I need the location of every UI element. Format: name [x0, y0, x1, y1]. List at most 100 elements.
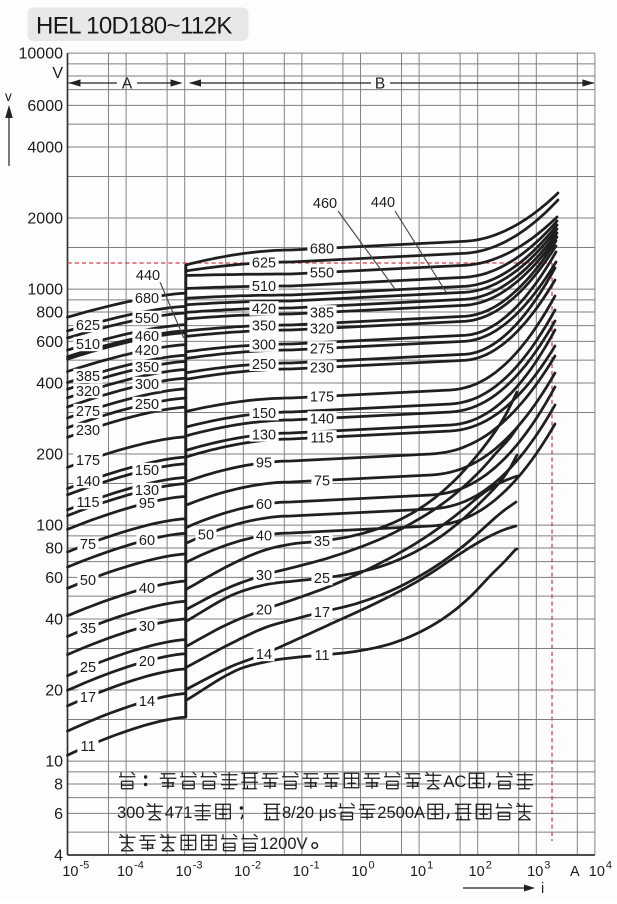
svg-text:140: 140: [76, 474, 100, 490]
svg-text:250: 250: [135, 397, 159, 413]
svg-text:20: 20: [256, 603, 272, 619]
svg-text:10: 10: [62, 864, 78, 880]
svg-text:300: 300: [135, 377, 159, 393]
svg-text:440: 440: [371, 195, 395, 211]
svg-text:25: 25: [80, 660, 96, 676]
svg-text:8/20 μs: 8/20 μs: [282, 804, 336, 822]
svg-text:460: 460: [313, 196, 337, 212]
svg-text:150: 150: [252, 406, 276, 422]
svg-text:-3: -3: [193, 860, 203, 872]
svg-text:10: 10: [176, 864, 192, 880]
svg-text:4000: 4000: [27, 140, 63, 157]
svg-text:1200V: 1200V: [260, 835, 308, 853]
svg-text:-5: -5: [80, 860, 90, 872]
svg-text:10: 10: [410, 864, 426, 880]
svg-text:0: 0: [369, 860, 375, 872]
svg-text:10: 10: [117, 864, 133, 880]
svg-text:625: 625: [252, 256, 276, 272]
svg-text:510: 510: [252, 279, 276, 295]
svg-text:550: 550: [310, 265, 334, 281]
svg-text:550: 550: [135, 311, 159, 327]
svg-text:17: 17: [314, 605, 330, 621]
svg-text:10: 10: [45, 754, 63, 771]
svg-text:20: 20: [45, 683, 63, 700]
svg-text:440: 440: [136, 268, 160, 284]
svg-text:8: 8: [54, 777, 63, 794]
svg-text:115: 115: [310, 430, 333, 446]
svg-text:17: 17: [80, 690, 96, 706]
svg-text:60: 60: [45, 570, 63, 587]
svg-text:10: 10: [469, 864, 485, 880]
svg-text:95: 95: [139, 496, 155, 512]
svg-text:350: 350: [135, 360, 159, 376]
svg-text:v: v: [5, 89, 12, 104]
svg-text:100: 100: [36, 518, 63, 535]
svg-text:40: 40: [139, 581, 155, 597]
svg-text:40: 40: [45, 612, 63, 629]
svg-text:A: A: [122, 76, 133, 93]
svg-text:10: 10: [234, 864, 250, 880]
svg-text:230: 230: [76, 423, 100, 439]
svg-text:30: 30: [139, 619, 155, 635]
svg-text:600: 600: [36, 334, 63, 351]
svg-text:230: 230: [310, 360, 334, 376]
svg-text:A: A: [570, 864, 580, 880]
svg-text:175: 175: [310, 389, 334, 405]
svg-text:300: 300: [252, 338, 276, 354]
svg-text:40: 40: [256, 528, 272, 544]
svg-text:95: 95: [256, 456, 272, 472]
svg-text:10: 10: [589, 864, 605, 880]
svg-text:35: 35: [80, 621, 96, 637]
svg-text:140: 140: [310, 411, 334, 427]
svg-text:175: 175: [76, 453, 100, 469]
svg-text:625: 625: [76, 318, 100, 334]
svg-text:14: 14: [139, 694, 155, 710]
svg-text:150: 150: [135, 463, 159, 479]
svg-text:-1: -1: [310, 860, 320, 872]
svg-text:320: 320: [76, 384, 100, 400]
svg-text:6: 6: [54, 806, 63, 823]
svg-text:350: 350: [252, 319, 276, 335]
svg-text:275: 275: [76, 404, 100, 420]
svg-text:75: 75: [314, 473, 330, 489]
svg-text:60: 60: [256, 497, 272, 513]
svg-text:3: 3: [544, 860, 550, 872]
svg-text:2000: 2000: [27, 211, 63, 228]
svg-text:4: 4: [54, 848, 63, 865]
svg-text:6000: 6000: [27, 98, 63, 115]
svg-text:1000: 1000: [27, 282, 63, 299]
svg-text:10: 10: [351, 864, 367, 880]
svg-text:60: 60: [139, 533, 155, 549]
svg-text:510: 510: [76, 337, 100, 353]
svg-text:471: 471: [165, 804, 193, 822]
svg-text:B: B: [375, 76, 385, 93]
svg-text:2500A: 2500A: [377, 804, 425, 822]
svg-text:250: 250: [252, 357, 276, 373]
svg-text:10: 10: [527, 864, 543, 880]
svg-text:30: 30: [256, 568, 272, 584]
svg-text:115: 115: [76, 495, 99, 511]
svg-text:320: 320: [310, 321, 334, 337]
svg-text:75: 75: [80, 537, 96, 553]
svg-text:20: 20: [139, 654, 155, 670]
svg-text:420: 420: [135, 343, 159, 359]
svg-text:50: 50: [80, 573, 96, 589]
svg-text:1: 1: [427, 860, 433, 872]
svg-text:130: 130: [135, 483, 159, 499]
svg-text:385: 385: [310, 305, 334, 321]
svg-text:460: 460: [135, 329, 159, 345]
svg-text:4: 4: [606, 860, 612, 872]
svg-text:420: 420: [252, 301, 276, 317]
svg-text:35: 35: [314, 534, 330, 550]
svg-text:i: i: [541, 881, 544, 897]
svg-text:-4: -4: [134, 860, 144, 872]
svg-text:10: 10: [293, 864, 309, 880]
svg-text:11: 11: [314, 648, 329, 664]
svg-text:680: 680: [135, 291, 159, 307]
svg-text:25: 25: [314, 571, 330, 587]
svg-text:800: 800: [36, 305, 63, 322]
svg-text:130: 130: [252, 427, 276, 443]
svg-text:-2: -2: [251, 860, 261, 872]
svg-text:50: 50: [198, 528, 214, 544]
svg-text:HEL 10D180~112K: HEL 10D180~112K: [36, 13, 232, 40]
